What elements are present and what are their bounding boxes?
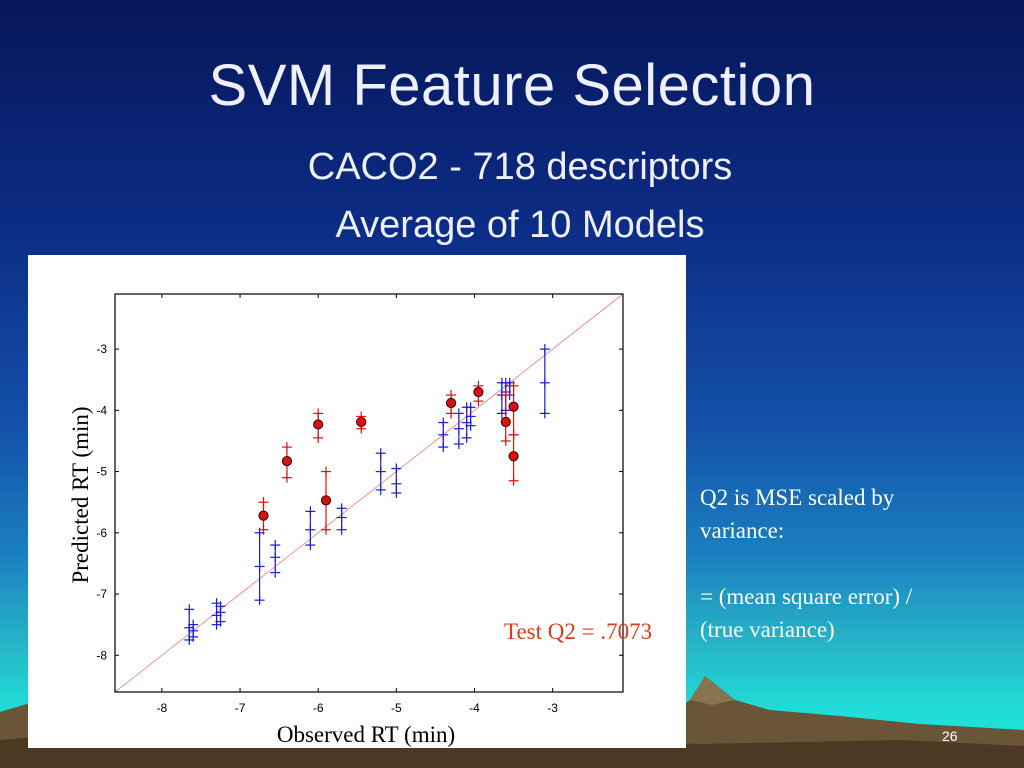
scatter-chart: -8 -7 -6 -5 -4 -3 -8 -7 -6 -5 -4 -3 Observed RT (mi… bbox=[68, 293, 652, 747]
x-tick-label: -6 bbox=[313, 701, 324, 715]
y-tick-label: -5 bbox=[96, 465, 107, 479]
q2-line-4: = (mean square error) / bbox=[700, 584, 913, 609]
train-point bbox=[453, 408, 464, 450]
train-point bbox=[270, 540, 281, 578]
test-q2-annotation: Test Q2 = .7073 bbox=[504, 619, 652, 644]
test-point bbox=[281, 442, 293, 483]
slide-subtitle-line2: Average of 10 Models bbox=[335, 204, 705, 246]
x-tick-label: -7 bbox=[235, 701, 246, 715]
train-point bbox=[336, 503, 347, 535]
train-point bbox=[305, 506, 316, 551]
test-point bbox=[258, 497, 269, 535]
test-point bbox=[356, 411, 367, 434]
q2-line-3 bbox=[700, 547, 1000, 580]
train-point bbox=[438, 417, 449, 453]
y-tick-label: -6 bbox=[96, 526, 107, 540]
q2-line-5: (true variance) bbox=[700, 617, 835, 642]
y-tick-label: -7 bbox=[96, 587, 107, 601]
identity-line bbox=[114, 293, 624, 693]
test-point bbox=[313, 408, 324, 443]
test-point bbox=[445, 390, 457, 419]
slide-subtitle-line1: CACO2 - 718 descriptors bbox=[307, 146, 733, 188]
test-point bbox=[500, 390, 511, 446]
test-point bbox=[320, 466, 332, 535]
plot-frame bbox=[114, 293, 624, 693]
q2-explanation: Q2 is MSE scaled by variance: = (mean sq… bbox=[700, 481, 1000, 646]
train-point bbox=[375, 448, 386, 495]
chart-panel: -8 -7 -6 -5 -4 -3 -8 -7 -6 -5 -4 -3 Observed RT (mi… bbox=[28, 255, 686, 748]
slide-number: 26 bbox=[942, 728, 958, 744]
train-point bbox=[254, 527, 265, 606]
y-tick-label: -8 bbox=[96, 648, 107, 662]
test-point bbox=[473, 380, 484, 407]
train-point bbox=[465, 402, 476, 431]
slide-title: SVM Feature Selection bbox=[208, 53, 816, 118]
train-point bbox=[539, 344, 550, 419]
test-point bbox=[508, 429, 519, 486]
x-tick-label: -4 bbox=[469, 701, 480, 715]
y-tick-label: -3 bbox=[96, 342, 107, 356]
x-tick-label: -3 bbox=[547, 701, 558, 715]
x-tick-label: -8 bbox=[157, 701, 168, 715]
train-point bbox=[391, 463, 402, 498]
y-axis-label: Predicted RT (min) bbox=[68, 406, 93, 583]
train-point bbox=[188, 619, 199, 642]
q2-line-1: Q2 is MSE scaled by bbox=[700, 485, 895, 510]
x-tick-label: -5 bbox=[391, 701, 402, 715]
train-point bbox=[215, 601, 226, 627]
q2-line-2: variance: bbox=[700, 518, 785, 543]
y-tick-label: -4 bbox=[96, 403, 107, 417]
x-axis-label: Observed RT (min) bbox=[277, 722, 455, 747]
